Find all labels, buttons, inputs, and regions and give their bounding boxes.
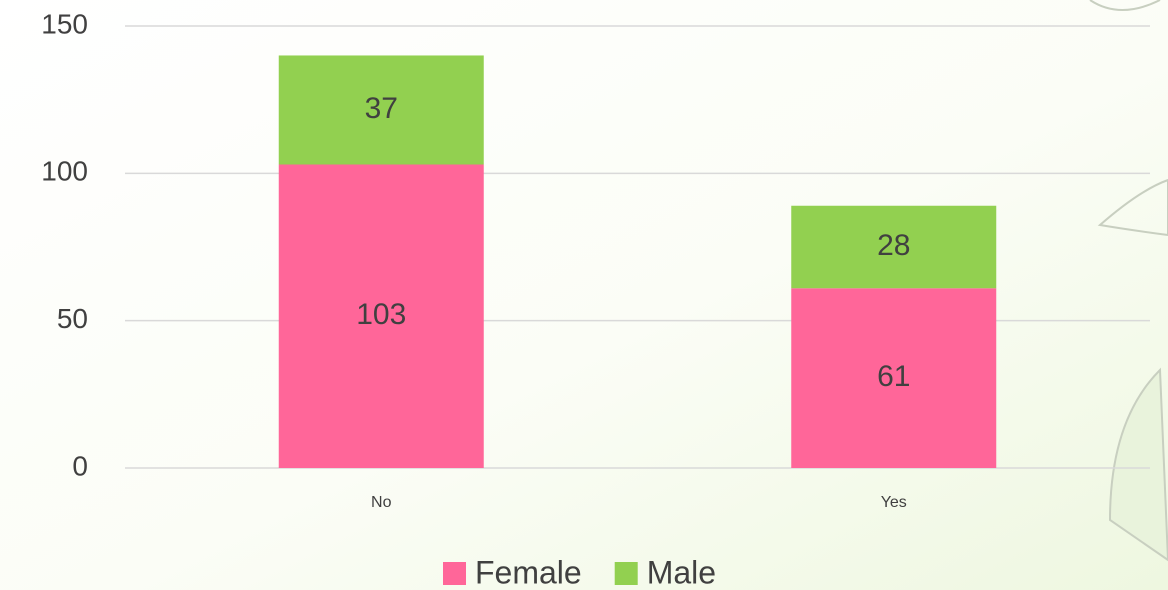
data-label: 61 <box>877 360 910 393</box>
x-tick-label: No <box>371 494 392 511</box>
data-label: 37 <box>365 92 398 125</box>
y-tick-label: 0 <box>72 450 88 481</box>
y-tick-label: 50 <box>57 303 88 334</box>
data-label: 28 <box>877 229 910 262</box>
y-tick-label: 150 <box>41 8 88 39</box>
x-tick-label: Yes <box>881 494 907 511</box>
legend-label: Male <box>647 554 716 590</box>
chart: 0 50 100 150 103 37 No 61 28 Yes Female Male <box>0 0 1168 590</box>
data-label: 103 <box>356 298 406 331</box>
y-tick-label: 100 <box>41 156 88 187</box>
legend-label: Female <box>475 554 582 590</box>
legend-swatch <box>615 562 638 585</box>
legend-swatch <box>443 562 466 585</box>
